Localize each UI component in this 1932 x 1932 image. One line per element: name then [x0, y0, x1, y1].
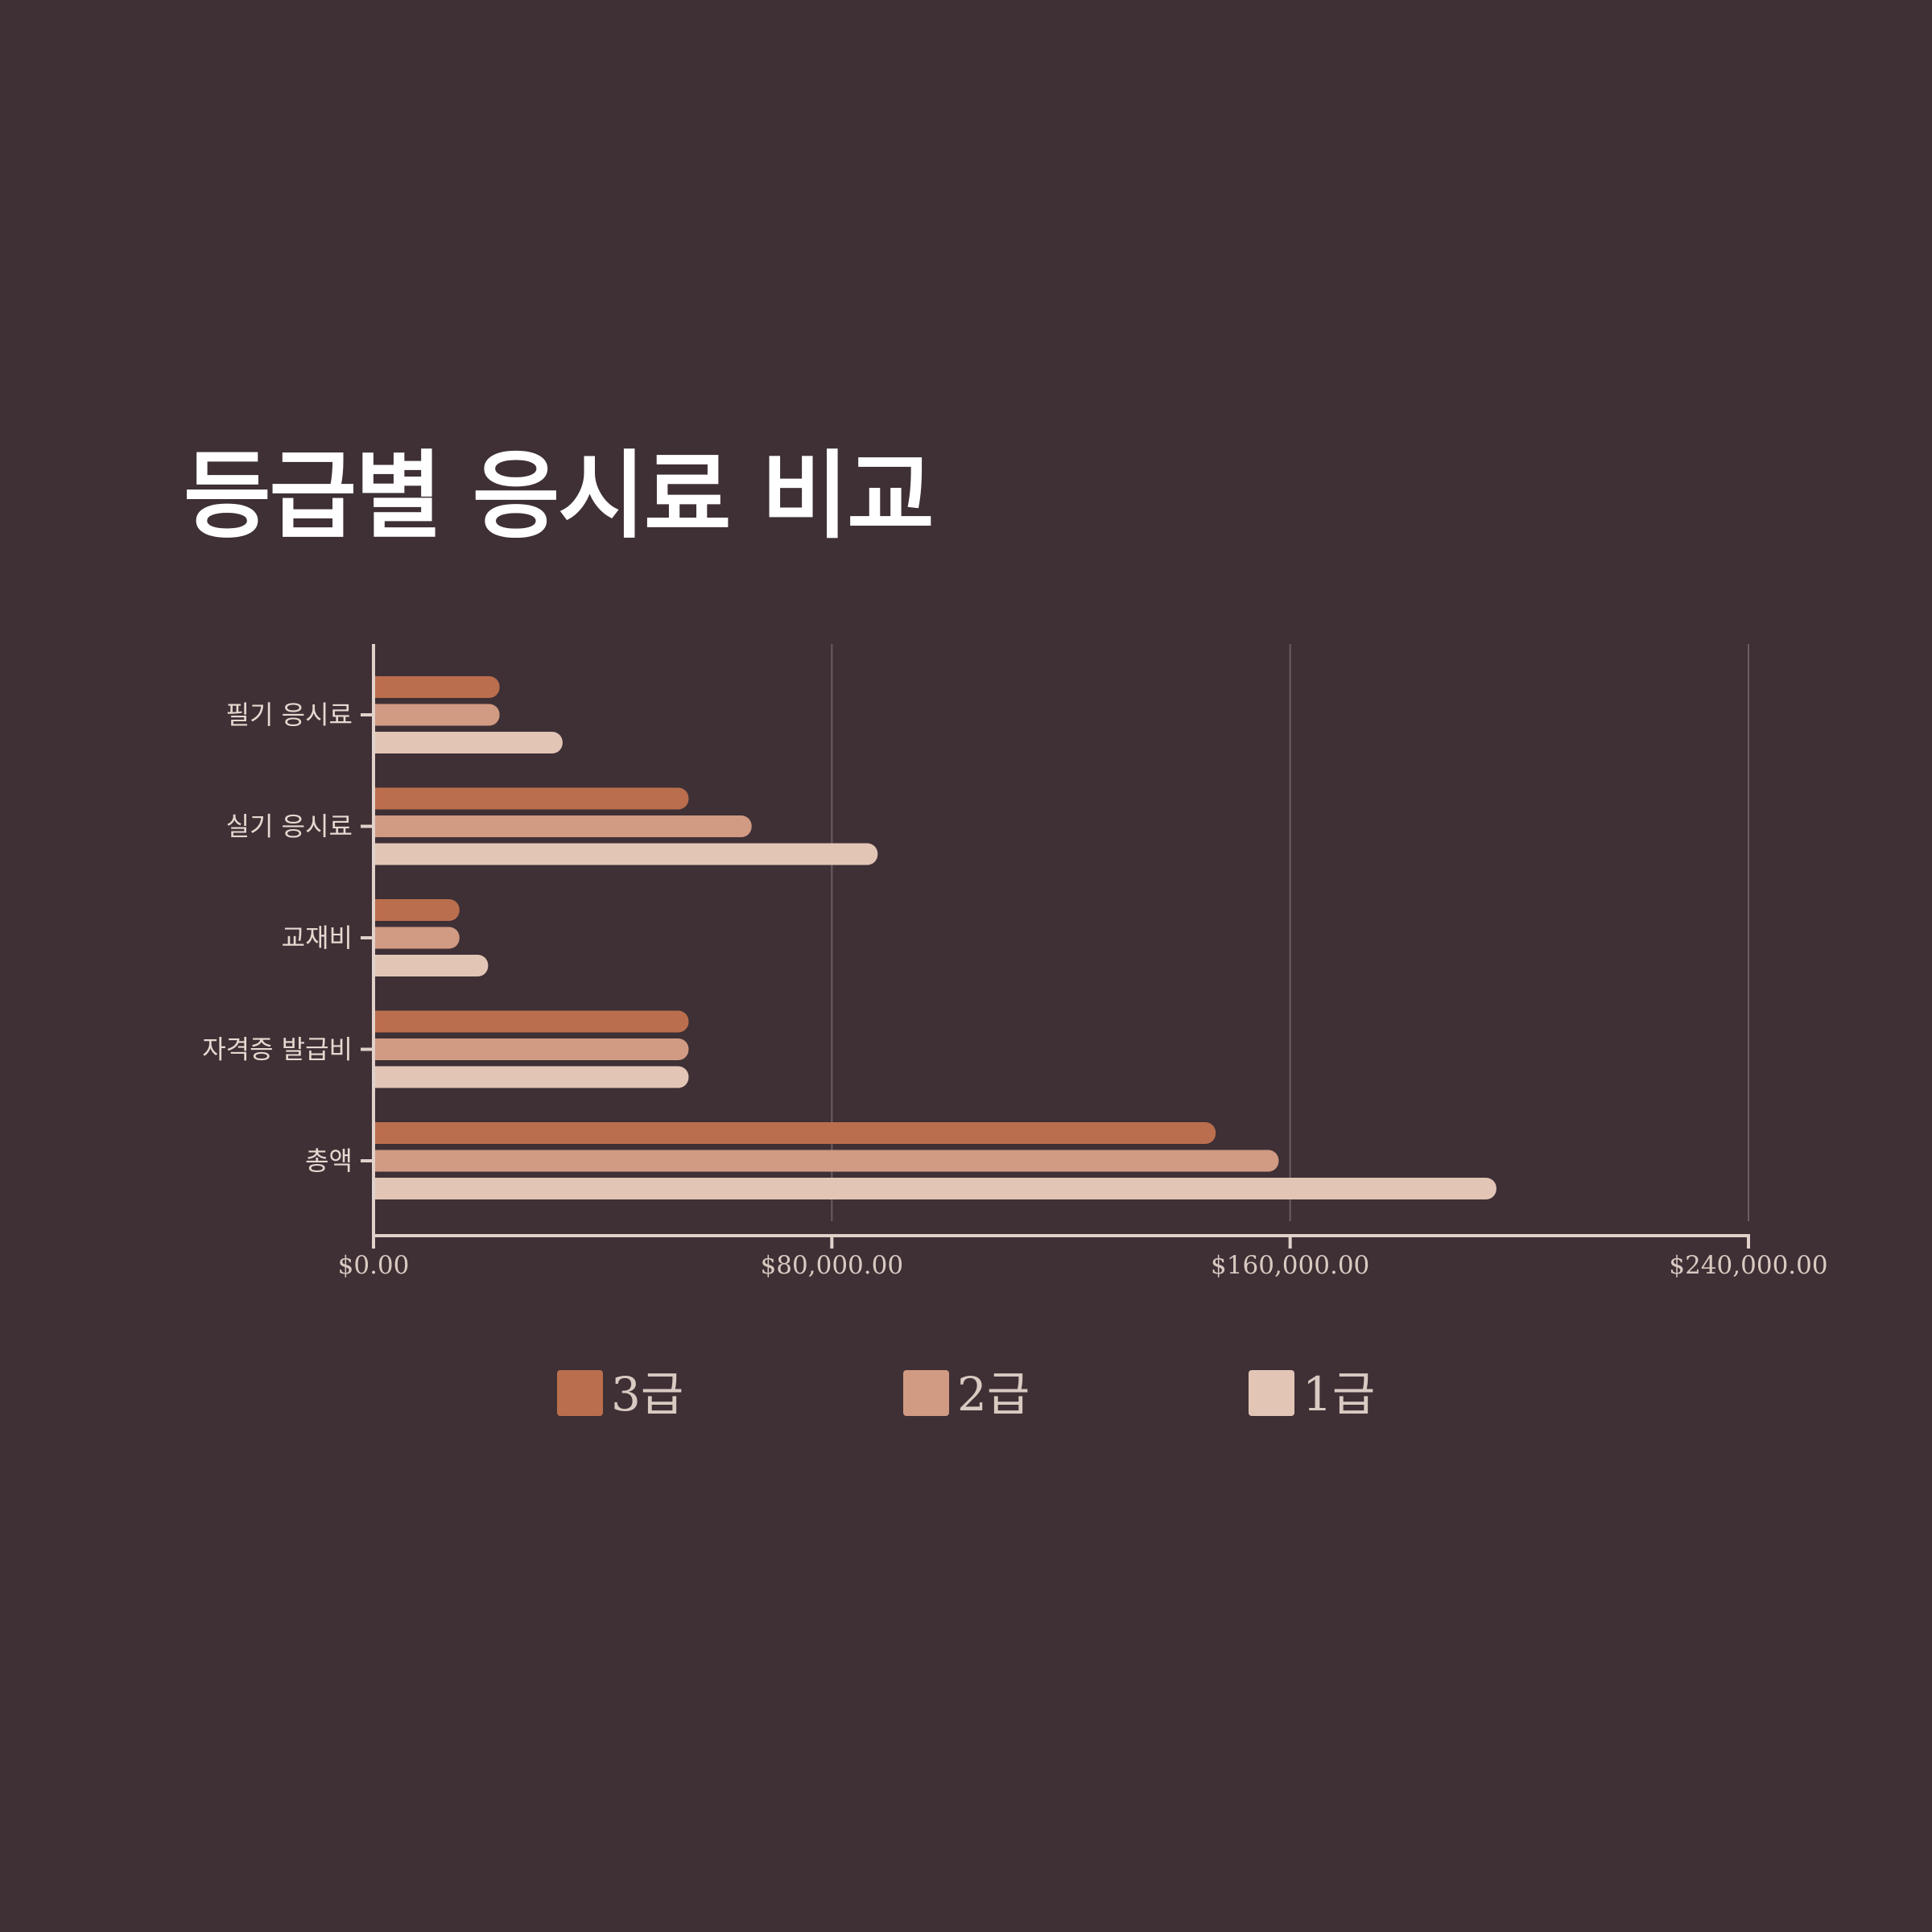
- chart-title: 등급별 응시료 비교: [184, 440, 935, 551]
- x-tick-label: $80,000.00: [761, 1251, 904, 1280]
- legend-label: 2급: [957, 1367, 1030, 1422]
- bar: [374, 676, 500, 698]
- x-tick-label: $240,000.00: [1669, 1251, 1827, 1280]
- bar: [374, 732, 563, 753]
- category-label: 자격증 발급비: [202, 1034, 353, 1065]
- x-tick-label: $160,000.00: [1211, 1251, 1369, 1280]
- bar: [374, 927, 460, 949]
- legend-swatch: [903, 1370, 949, 1416]
- bar: [374, 1178, 1496, 1199]
- bar: [374, 1038, 689, 1060]
- category-label: 실기 응시료: [226, 811, 353, 842]
- x-tick-label: $0.00: [338, 1251, 410, 1280]
- bar: [374, 1066, 689, 1088]
- bar: [374, 787, 689, 810]
- bar: [374, 843, 878, 865]
- bar: [374, 955, 489, 976]
- bar: [374, 1122, 1216, 1144]
- bar: [374, 1010, 689, 1033]
- category-label: 교재비: [282, 923, 353, 953]
- legend-swatch: [557, 1370, 603, 1416]
- legend-label: 3급: [611, 1367, 683, 1422]
- bar: [374, 815, 752, 837]
- legend-swatch: [1249, 1370, 1294, 1416]
- category-label: 총액: [305, 1146, 353, 1176]
- bar: [374, 899, 460, 921]
- category-label: 필기 응시료: [226, 700, 353, 730]
- bar: [374, 1150, 1279, 1172]
- bar: [374, 704, 500, 726]
- legend-label: 1급: [1302, 1367, 1375, 1422]
